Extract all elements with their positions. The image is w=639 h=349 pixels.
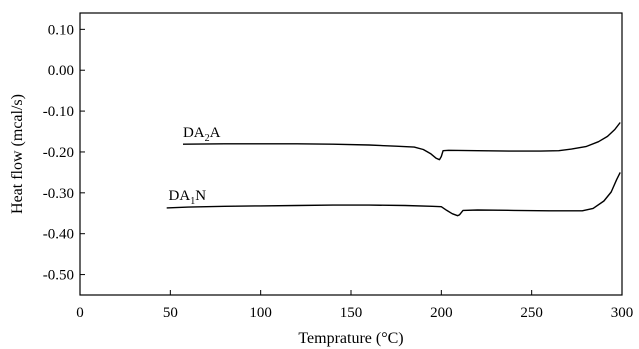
series-layer: DA2A DA1N <box>166 122 621 217</box>
y-tick-label: -0.50 <box>43 268 74 284</box>
series-label-2: DA1N <box>169 188 207 207</box>
y-tick-label: -0.20 <box>43 145 74 161</box>
x-tick-label: 250 <box>520 305 543 321</box>
x-tick-label: 100 <box>249 305 272 321</box>
x-tick-label: 300 <box>611 305 634 321</box>
y-tick-label: -0.30 <box>43 186 74 202</box>
y-tick-label: -0.10 <box>43 104 74 120</box>
x-axis-ticks: 0 50 100 150 200 250 300 <box>76 290 633 321</box>
plot-frame <box>79 12 623 296</box>
series-line-1 <box>182 122 621 161</box>
y-tick-label: -0.40 <box>43 227 74 243</box>
y-axis-ticks: 0.10 0.00 -0.10 -0.20 -0.30 -0.40 -0.50 <box>43 22 85 284</box>
x-tick-label: 50 <box>163 305 178 321</box>
y-tick-label: 0.00 <box>48 63 74 79</box>
x-tick-label: 0 <box>76 305 84 321</box>
series-label-1: DA2A <box>183 125 221 144</box>
series-line-2 <box>166 172 621 217</box>
x-tick-label: 200 <box>430 305 453 321</box>
y-tick-label: 0.10 <box>48 22 74 38</box>
x-tick-label: 150 <box>340 305 363 321</box>
x-axis-title: Temprature (°C) <box>298 330 403 347</box>
y-axis-title: Heat flow (mcal/s) <box>9 94 26 214</box>
